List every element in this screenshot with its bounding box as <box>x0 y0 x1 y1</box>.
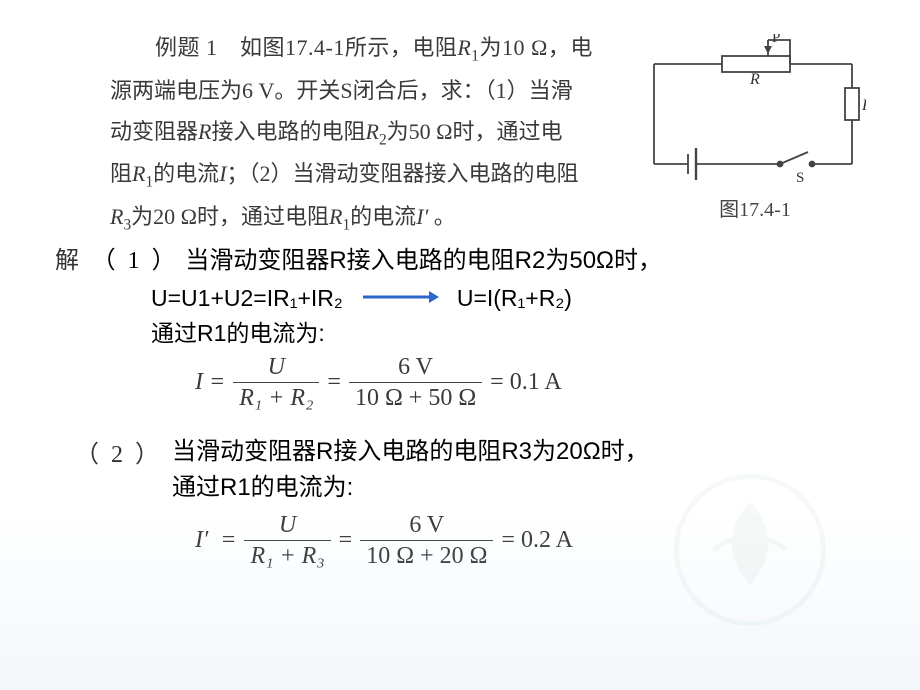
part2-text: 当滑动变阻器R接入电路的电阻R3为20Ω时， 通过R1的电流为: <box>172 434 649 506</box>
part2: （ 2 ） 当滑动变阻器R接入电路的电阻R3为20Ω时， 通过R1的电流为: I… <box>55 434 875 570</box>
f2-result: = 0.2 A <box>501 527 573 554</box>
f1-frac2: 6 V 10 Ω + 50 Ω <box>349 354 482 412</box>
part2-formula: I′ = U R₁ + R₃ = 6 V 10 Ω + 20 Ω = 0.2 A <box>195 512 875 570</box>
label-r1: R <box>861 97 866 114</box>
f1-num2: 6 V <box>392 354 439 382</box>
f1-den1: R₁ + R₂ <box>233 382 319 411</box>
eq-right: U=I(R₁+R₂) <box>457 285 572 312</box>
part2-label: （ 2 ） <box>75 434 162 469</box>
f2-den2: 10 Ω + 20 Ω <box>360 540 493 569</box>
circuit-caption: 图17.4-1 <box>640 193 870 222</box>
label-r: R <box>749 71 760 88</box>
f2-num2: 6 V <box>403 512 450 540</box>
f1-lhs: I = <box>195 369 225 396</box>
f2-frac2: 6 V 10 Ω + 20 Ω <box>360 512 493 570</box>
f1-den2: 10 Ω + 50 Ω <box>349 382 482 411</box>
f2-lhs: I′ = <box>195 527 236 554</box>
f1-num1: U <box>262 354 291 382</box>
part1-note: 通过R1的电流为: <box>151 314 875 348</box>
part1-label: （ 1 ） <box>92 248 179 274</box>
f2-den1: R₁ + R₃ <box>244 540 330 569</box>
f1-result: = 0.1 A <box>490 369 562 396</box>
part2-intro1: 当滑动变阻器R接入电路的电阻R3为20Ω时， <box>172 438 649 465</box>
part1-equation-row: U=U1+U2=IR₁+IR₂ U=I(R₁+R₂) <box>151 285 875 312</box>
eq-left: U=U1+U2=IR₁+IR₂ <box>151 285 343 312</box>
part2-heading: （ 2 ） 当滑动变阻器R接入电路的电阻R3为20Ω时， 通过R1的电流为: <box>55 434 875 506</box>
part1-intro: 当滑动变阻器R接入电路的电阻R2为50Ω时， <box>185 247 662 274</box>
circuit-svg: P R R1 S <box>640 34 866 184</box>
problem-text: 例题 1 如图17.4-1所示，电阻R1为10 Ω，电 源两端电压为6 V。开关… <box>110 28 620 240</box>
jie-label: 解 <box>55 248 79 274</box>
arrow-icon <box>361 285 439 312</box>
circuit-diagram: P R R1 S 图17.4-1 <box>640 34 870 234</box>
part1-formula: I = U R₁ + R₂ = 6 V 10 Ω + 50 Ω = 0.1 A <box>195 354 875 412</box>
svg-text:R1: R1 <box>861 97 866 117</box>
f2-num1: U <box>273 512 302 540</box>
part2-intro2: 通过R1的电流为: <box>172 474 353 501</box>
problem-label: 例题 1 如图17.4-1所示，电阻R1为10 Ω，电 <box>110 35 593 60</box>
label-s: S <box>796 170 804 184</box>
label-p: P <box>772 34 780 46</box>
f2-frac1: U R₁ + R₃ <box>244 512 330 570</box>
f1-frac1: U R₁ + R₂ <box>233 354 319 412</box>
part1-heading: 解 （ 1 ） 当滑动变阻器R接入电路的电阻R2为50Ω时， <box>55 240 875 275</box>
solution: 解 （ 1 ） 当滑动变阻器R接入电路的电阻R2为50Ω时， U=U1+U2=I… <box>55 240 875 570</box>
slide: 例题 1 如图17.4-1所示，电阻R1为10 Ω，电 源两端电压为6 V。开关… <box>0 0 920 690</box>
